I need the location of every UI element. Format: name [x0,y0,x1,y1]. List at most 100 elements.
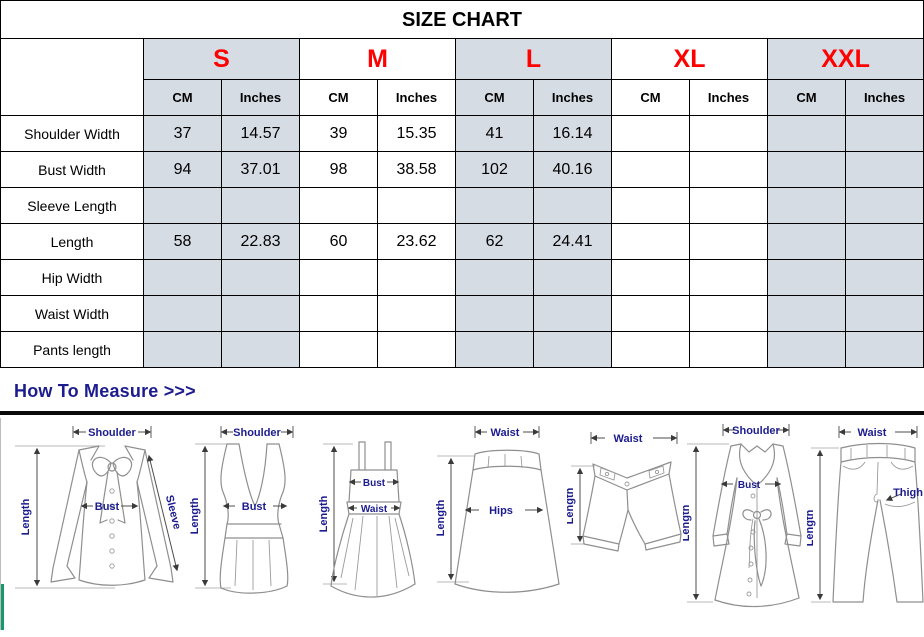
blouse-illustration: Shoulder Length Bust [15,426,183,589]
value-cell [376,259,457,296]
figure-coat: Shoulder Length [683,418,817,630]
value-cell: 15.35 [376,115,457,152]
value-cell: 38.58 [376,151,457,188]
value-cell [611,331,691,368]
value-cell [845,259,924,296]
value-cell [299,187,378,224]
value-cell [767,259,847,296]
value-cell: 41 [455,115,535,152]
value-cell: 40.16 [533,151,613,188]
skirt-hips-label: Hips [489,505,513,517]
value-cell: 37 [143,115,222,152]
value-cell [533,259,613,296]
pants-illustration: Waist Length Thigh [807,426,924,603]
value-cell [611,295,691,332]
value-cell [689,115,769,152]
value-cell [143,331,222,368]
value-cell: 62 [455,223,535,260]
dress-waist-label: Waist [361,504,388,515]
value-cell [689,187,769,224]
figure-pants: Waist Length Thigh [807,418,924,630]
unit-cell: Inches [221,79,300,116]
value-cell [376,331,457,368]
table-row: Bust Width 94 37.01 98 38.58 102 40.16 [0,151,924,188]
value-cell [767,151,847,188]
size-header-xxl: XXL [767,38,924,80]
unit-cell: CM [143,79,222,116]
value-cell [767,223,847,260]
pants-length-label: Length [807,509,816,546]
value-cell: 60 [299,223,378,260]
shorts-illustration: Waist Length [567,432,682,552]
value-cell [845,331,924,368]
unit-cell: CM [299,79,378,116]
value-cell [455,259,535,296]
tank-length-label: Length [189,497,201,534]
size-header-l: L [455,38,613,80]
value-cell [143,295,222,332]
row-label: Waist Width [0,295,144,332]
figure-dress: Length Bust Waist [319,418,427,630]
row-label: Pants length [0,331,144,368]
value-cell [455,331,535,368]
value-cell [611,115,691,152]
value-cell [767,331,847,368]
size-table-body: Shoulder Width 37 14.57 39 15.35 41 16.14 Bust … [0,115,924,368]
value-cell [611,187,691,224]
blouse-bust-label: Bust [95,501,120,513]
skirt-length-label: Length [435,499,447,536]
green-edge-strip [1,584,4,630]
row-label: Shoulder Width [0,115,144,152]
value-cell: 102 [455,151,535,188]
skirt-waist-label: Waist [491,427,520,439]
dress-illustration: Length Bust Waist [319,441,416,598]
table-row: Length 58 22.83 60 23.62 62 24.41 [0,223,924,260]
value-cell: 98 [299,151,378,188]
value-cell [455,187,535,224]
value-cell [767,295,847,332]
unit-header-row: CM Inches CM Inches CM Inches CM Inches … [1,79,924,116]
coat-length-label: Length [683,504,692,541]
blouse-shoulder-label: Shoulder [88,427,136,439]
unit-cell: CM [611,79,691,116]
value-cell [845,151,924,188]
skirt-illustration: Waist Length Hips [435,426,560,593]
table-row: Waist Width [0,295,924,332]
unit-cell: Inches [689,79,769,116]
value-cell [533,295,613,332]
tank-top-illustration: Shoulder Length Bust [189,426,294,594]
table-row: Shoulder Width 37 14.57 39 15.35 41 16.14 [0,115,924,152]
value-cell [845,223,924,260]
value-cell [845,295,924,332]
size-header-row: S M L XL XXL [0,38,924,116]
table-row: Hip Width [0,259,924,296]
size-header-m: M [298,38,457,80]
value-cell [767,187,847,224]
shorts-length-label: Length [567,487,576,524]
pants-waist-label: Waist [858,427,887,439]
section-divider [0,411,924,415]
value-cell [611,223,691,260]
value-cell [767,115,847,152]
figure-skirt: Waist Length Hips [429,418,567,630]
value-cell [143,259,222,296]
value-cell [533,187,613,224]
size-header-s: S [143,38,300,80]
table-row: Sleeve Length [0,187,924,224]
table-row: Pants length [0,331,924,368]
blouse-length-label: Length [20,498,32,535]
row-label: Hip Width [0,259,144,296]
value-cell [689,223,769,260]
coat-illustration: Shoulder Length [683,424,802,608]
figure-tank-top: Shoulder Length Bust [189,418,317,630]
value-cell [376,295,457,332]
page-title: SIZE CHART [0,0,924,38]
value-cell [689,259,769,296]
value-cell: 39 [299,115,378,152]
figure-shorts: Waist Length [567,418,689,630]
value-cell [611,151,691,188]
size-header-xl: XL [611,38,769,80]
row-label: Sleeve Length [0,187,144,224]
value-cell [845,115,924,152]
value-cell: 24.41 [533,223,613,260]
